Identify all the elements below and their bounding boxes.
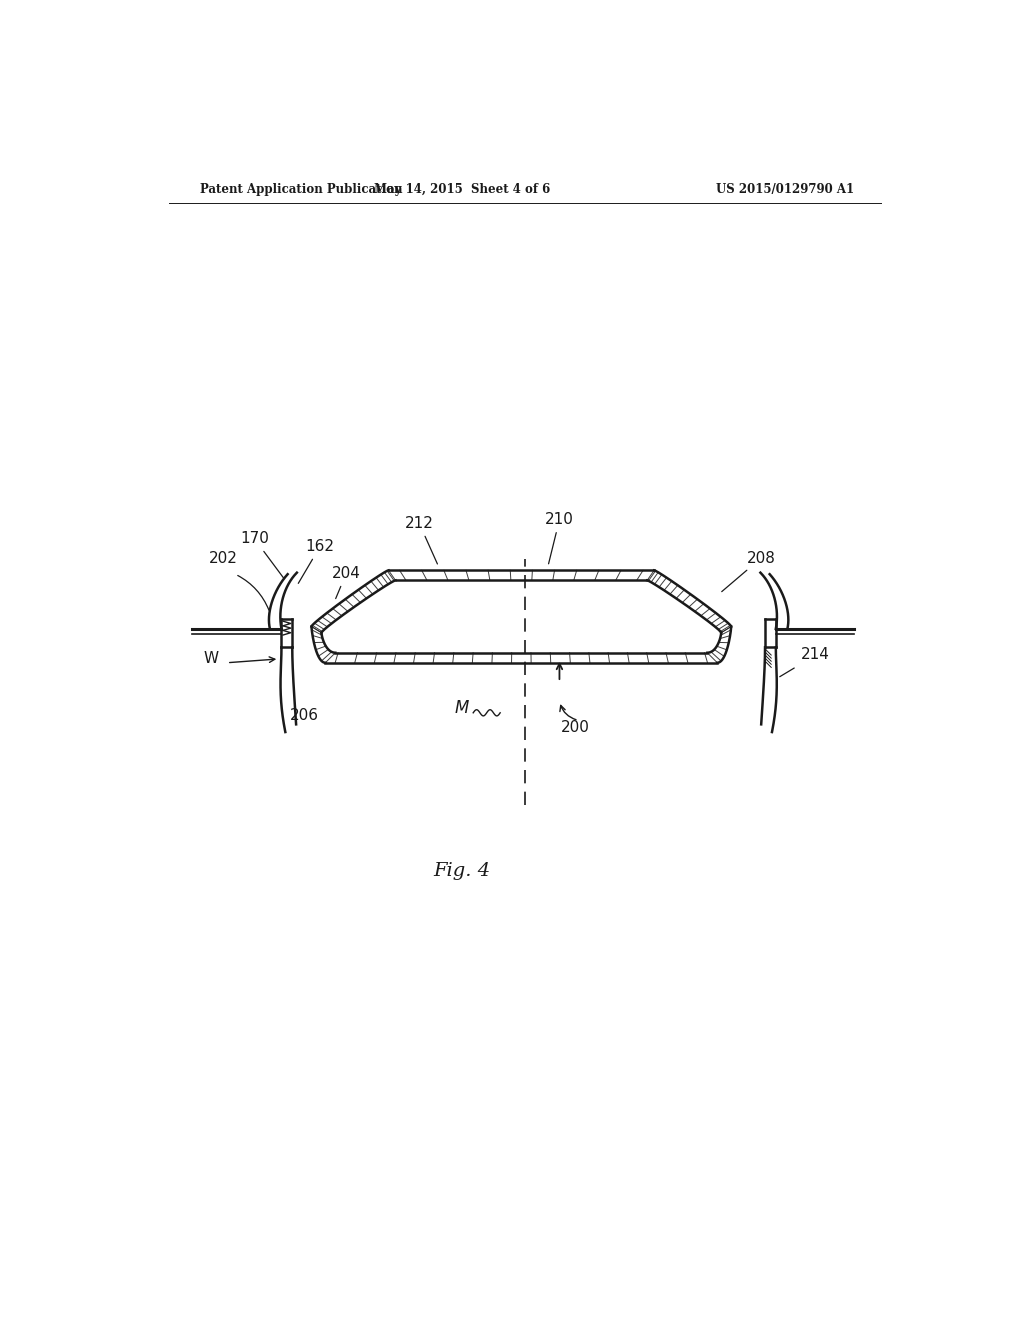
Text: 170: 170 [240,532,284,578]
Text: 212: 212 [404,516,437,564]
Text: 206: 206 [290,709,319,723]
Text: Fig. 4: Fig. 4 [433,862,490,879]
Text: 202: 202 [209,550,239,566]
Text: M: M [455,698,469,717]
Text: 214: 214 [801,647,829,661]
Text: 208: 208 [722,550,775,591]
Text: 162: 162 [298,539,335,583]
Text: W: W [204,651,219,665]
Text: 200: 200 [560,719,589,735]
Text: US 2015/0129790 A1: US 2015/0129790 A1 [716,182,854,195]
Text: 210: 210 [545,512,573,564]
Text: May 14, 2015  Sheet 4 of 6: May 14, 2015 Sheet 4 of 6 [374,182,550,195]
Text: 204: 204 [332,566,360,598]
Text: Patent Application Publication: Patent Application Publication [200,182,402,195]
